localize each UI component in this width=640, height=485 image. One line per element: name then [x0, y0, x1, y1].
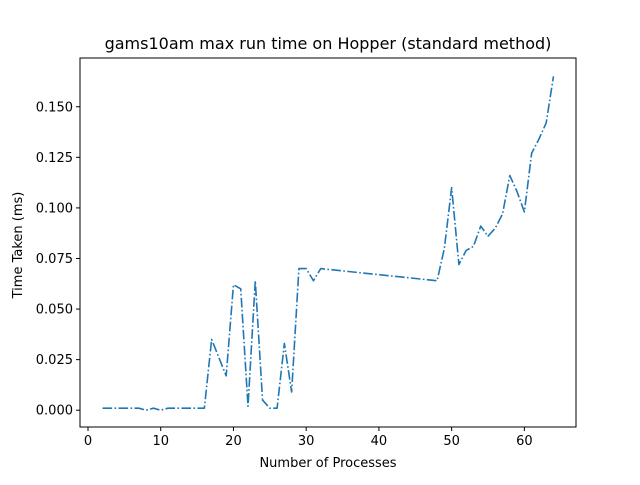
x-tick-label: 20 — [225, 434, 242, 449]
y-tick-label: 0.125 — [36, 151, 73, 166]
series-line — [102, 76, 555, 412]
y-tick-label: 0.050 — [36, 303, 73, 318]
x-tick-label: 40 — [371, 434, 388, 449]
axis-ticks: 0 10 20 30 40 50 60 0.000 0.025 0.050 0.075 0.100 0.… — [36, 100, 533, 449]
chart-title: gams10am max run time on Hopper (standar… — [105, 34, 552, 53]
x-tick-label: 10 — [152, 434, 169, 449]
y-tick-label: 0.000 — [36, 404, 73, 419]
y-axis-label: Time Taken (ms) — [11, 192, 26, 300]
y-tick-label: 0.075 — [36, 252, 73, 267]
y-tick-label: 0.150 — [36, 100, 73, 115]
plot-frame — [79, 57, 577, 428]
series-layer — [102, 76, 555, 412]
x-axis-label: Number of Processes — [259, 456, 396, 471]
x-tick-label: 50 — [443, 434, 460, 449]
y-tick-label: 0.025 — [36, 353, 73, 368]
x-tick-label: 60 — [516, 434, 533, 449]
x-tick-label: 0 — [84, 434, 92, 449]
x-tick-label: 30 — [298, 434, 315, 449]
y-tick-label: 0.100 — [36, 201, 73, 216]
